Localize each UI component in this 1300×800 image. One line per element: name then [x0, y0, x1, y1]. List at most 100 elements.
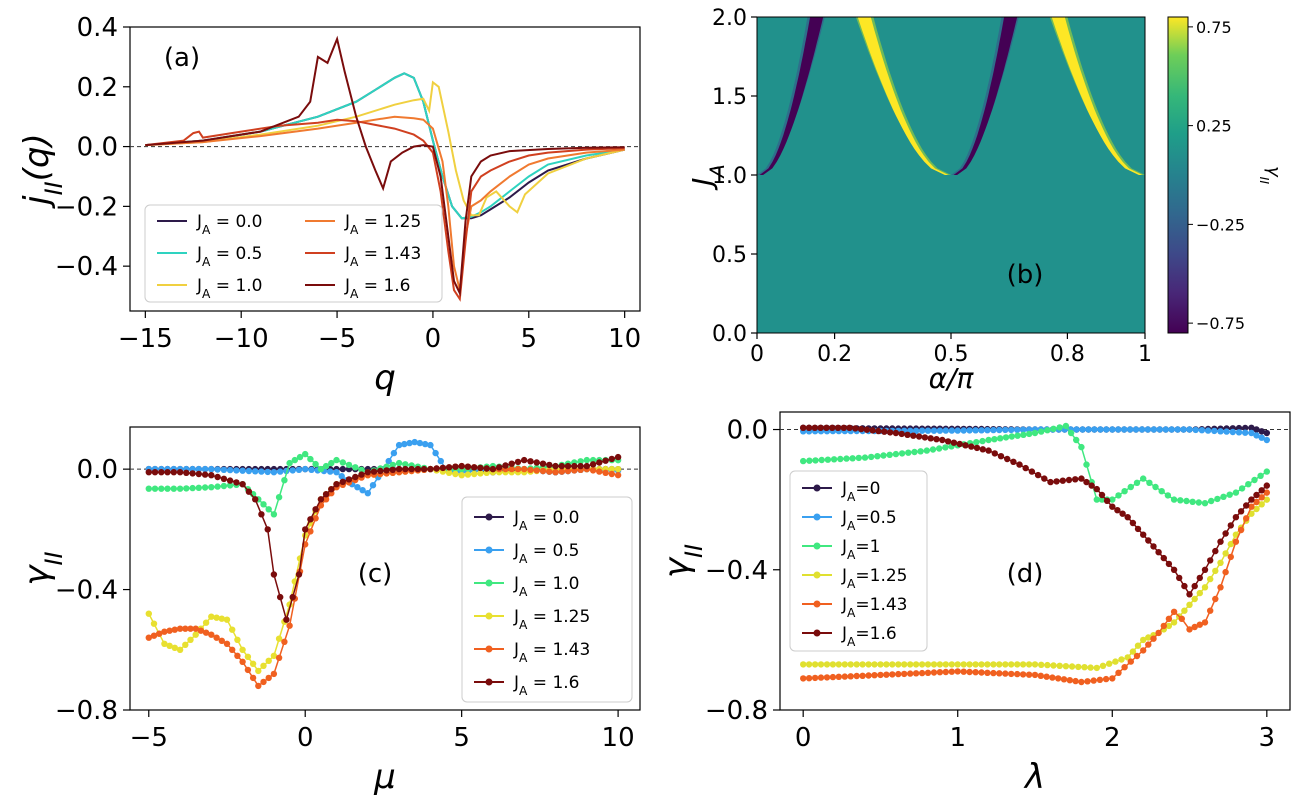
data-point	[187, 636, 194, 643]
data-point	[322, 462, 330, 470]
data-point	[226, 482, 234, 489]
data-point	[358, 466, 365, 473]
x-tick-label: 0.8	[1050, 342, 1085, 367]
data-point	[158, 485, 165, 492]
data-point	[1138, 426, 1146, 433]
data-point	[249, 660, 257, 667]
data-point	[239, 481, 246, 488]
data-point	[1195, 499, 1203, 506]
data-point	[1258, 434, 1265, 441]
data-point	[552, 469, 559, 476]
data-point	[270, 652, 278, 659]
data-point	[805, 661, 813, 668]
data-point	[471, 464, 478, 471]
data-point	[245, 467, 253, 475]
y-axis-label: jII(q)	[17, 133, 68, 209]
data-point	[327, 468, 334, 475]
data-point	[1258, 494, 1265, 501]
data-point	[239, 646, 246, 653]
data-point	[944, 438, 952, 445]
data-point	[954, 427, 961, 434]
data-point	[339, 465, 346, 473]
data-point	[239, 467, 246, 474]
data-point	[1043, 673, 1050, 680]
legend-marker	[813, 600, 821, 608]
y-tick-label: −0.4	[55, 252, 118, 282]
data-point	[1132, 426, 1140, 433]
data-point	[1201, 619, 1209, 626]
data-point	[1099, 662, 1107, 669]
data-point	[1226, 491, 1233, 498]
data-point	[389, 466, 396, 473]
data-point	[1034, 471, 1042, 479]
y-tick-label: 0.5	[712, 243, 747, 268]
data-point	[1170, 619, 1178, 626]
data-point	[877, 671, 884, 679]
data-point	[924, 669, 932, 676]
data-point	[583, 462, 590, 470]
data-point	[1031, 671, 1039, 679]
data-point	[1222, 568, 1229, 576]
data-point	[948, 661, 955, 668]
data-point	[930, 669, 938, 676]
data-point	[195, 484, 202, 491]
data-point	[427, 465, 434, 473]
data-point	[853, 672, 860, 680]
data-point	[1103, 497, 1111, 504]
data-point	[145, 485, 152, 492]
data-point	[927, 435, 934, 442]
data-point	[936, 445, 943, 452]
data-point	[558, 462, 565, 470]
legend-marker	[485, 678, 493, 686]
data-point	[1207, 557, 1214, 564]
y-tick-label: 0.4	[77, 13, 118, 43]
data-point	[1127, 658, 1135, 665]
data-point	[151, 469, 159, 476]
data-point	[1049, 674, 1056, 681]
data-point	[912, 670, 920, 677]
data-point	[984, 669, 991, 676]
data-point	[1022, 464, 1029, 472]
legend-marker	[485, 645, 493, 653]
data-point	[1155, 549, 1162, 556]
data-point	[145, 610, 152, 617]
y-tick-label: −0.8	[55, 696, 118, 726]
data-point	[226, 466, 234, 474]
data-point	[395, 465, 403, 473]
panel-label: (c)	[358, 559, 393, 589]
data-point	[1155, 629, 1162, 637]
panel-label: (a)	[164, 43, 200, 73]
data-point	[202, 619, 210, 626]
data-point	[390, 449, 398, 457]
data-point	[1106, 660, 1113, 667]
data-point	[877, 661, 884, 668]
data-point	[1162, 426, 1170, 433]
data-point	[1129, 519, 1137, 527]
data-point	[1129, 648, 1137, 655]
data-point	[239, 658, 246, 665]
data-point	[333, 481, 340, 488]
data-point	[1060, 676, 1068, 683]
data-point	[942, 661, 949, 668]
data-point	[1019, 661, 1027, 668]
data-point	[458, 472, 465, 479]
data-point	[202, 629, 210, 636]
data-point	[1121, 488, 1128, 495]
y-tick-label: 0.0	[712, 322, 747, 347]
data-point	[234, 652, 241, 659]
data-point	[881, 428, 888, 435]
y-tick-label: 1.5	[712, 85, 747, 110]
data-point	[161, 628, 168, 635]
data-point	[973, 439, 980, 446]
data-point	[1109, 675, 1116, 682]
data-point	[286, 459, 293, 467]
data-point	[1243, 502, 1250, 509]
legend-entry-j-a-1.6: JA = 1.6	[513, 673, 579, 698]
data-point	[192, 625, 199, 632]
data-point	[1145, 634, 1152, 641]
data-point	[905, 449, 912, 456]
data-point	[614, 453, 622, 461]
legend-marker	[813, 542, 821, 550]
data-point	[265, 657, 272, 664]
data-point	[614, 471, 622, 479]
